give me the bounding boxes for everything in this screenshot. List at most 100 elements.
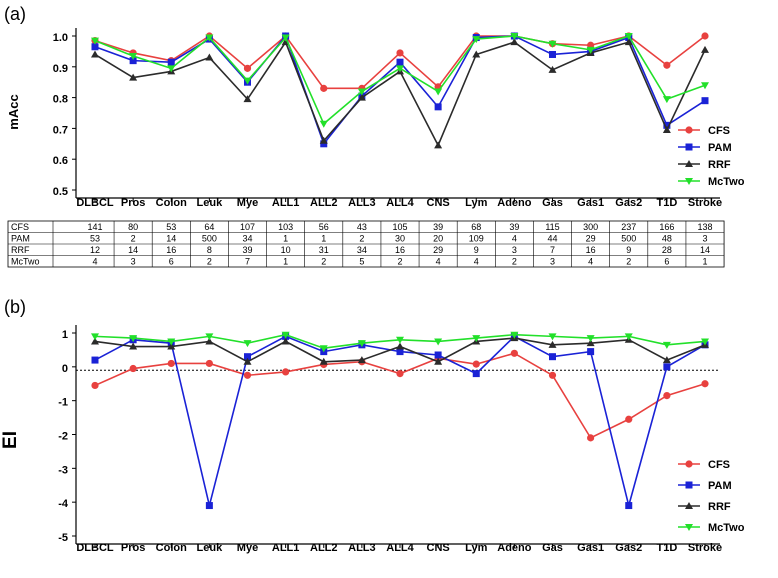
data-point-rrf — [662, 356, 671, 364]
data-point-rrf — [662, 125, 671, 133]
table-cell: 20 — [433, 234, 443, 244]
legend-label: CFS — [708, 125, 730, 137]
x-tick-label: Gas1 — [577, 542, 604, 554]
table-cell: 39 — [242, 245, 252, 255]
table-cell: 30 — [395, 234, 405, 244]
table-cell: 500 — [202, 234, 217, 244]
table-cell: 166 — [659, 222, 674, 232]
data-point-mctwo — [434, 88, 443, 96]
table-cell: 1 — [702, 257, 707, 267]
y-axis-title: EI — [0, 431, 21, 449]
x-tick-label: CNS — [427, 542, 450, 554]
table-cell: 14 — [700, 245, 710, 255]
data-point-pam — [434, 103, 442, 111]
y-tick-label: 0.5 — [53, 186, 68, 198]
table-cell: 80 — [128, 222, 138, 232]
x-tick-label: Lym — [465, 542, 487, 554]
legend-marker — [685, 481, 693, 489]
table-cell: 48 — [662, 234, 672, 244]
table-cell: 3 — [512, 245, 517, 255]
table-cell: 3 — [702, 234, 707, 244]
panel-a: (a) 0.5 0.6 0.7 0.8 0.9 1.0 mAcc DLBCL Pros Colon L… — [4, 4, 745, 268]
data-point-mctwo — [434, 338, 443, 346]
table-cell: 14 — [166, 234, 176, 244]
data-point-rrf — [129, 342, 138, 350]
table-row-label: PAM — [11, 234, 30, 244]
table-cell: 8 — [207, 245, 212, 255]
data-point-cfs — [243, 64, 252, 72]
table-cell: 4 — [588, 257, 593, 267]
legend-marker — [685, 160, 693, 167]
series-line-pam — [94, 335, 706, 509]
x-tick-label: DLBCL — [76, 197, 114, 209]
x-tick-label: Stroke — [688, 197, 722, 209]
data-point-rrf — [624, 38, 633, 46]
table-cell: 107 — [240, 222, 255, 232]
data-point-rrf — [129, 73, 138, 81]
data-point-pam — [129, 57, 137, 65]
data-point-mctwo — [91, 333, 99, 341]
data-point-cfs — [701, 32, 709, 40]
data-point-rrf — [548, 340, 557, 348]
data-point-cfs — [396, 370, 404, 378]
data-point-mctwo — [701, 82, 709, 90]
table-cell: 1 — [283, 257, 288, 267]
data-point-pam — [549, 50, 556, 58]
x-tick-label: ALL2 — [310, 197, 338, 209]
data-point-pam — [625, 502, 633, 510]
data-point-cfs — [396, 49, 404, 57]
x-tick-label: Stroke — [688, 542, 722, 554]
data-point-pam — [549, 353, 556, 361]
data-point-mctwo — [91, 37, 99, 45]
data-point-cfs — [472, 360, 480, 368]
table-cell: 4 — [474, 257, 479, 267]
x-tick-label: ALL1 — [272, 542, 300, 554]
table-cell: 29 — [586, 234, 596, 244]
data-point-mctwo — [662, 341, 671, 349]
table-cell: 7 — [245, 257, 250, 267]
table-cell: 6 — [664, 257, 669, 267]
x-tick-label: Colon — [156, 542, 187, 554]
data-point-cfs — [129, 364, 137, 373]
x-tick-label: ALL4 — [386, 542, 414, 554]
data-point-mctwo — [624, 33, 633, 40]
table-cell: 300 — [583, 222, 598, 232]
data-point-mctwo — [281, 34, 290, 42]
data-point-cfs — [91, 381, 99, 390]
x-tick-label: ALL1 — [272, 197, 300, 209]
table-cell: 6 — [169, 257, 174, 267]
table-cell: 34 — [242, 234, 252, 244]
table-cell: 16 — [395, 245, 405, 255]
legend: CFS PAM RRF McTwo — [678, 459, 745, 534]
data-point-pam — [587, 348, 595, 356]
data-point-rrf — [396, 342, 404, 350]
data-point-mctwo — [548, 333, 557, 341]
x-tick-label: Colon — [156, 197, 187, 209]
y-tick-label: -1 — [58, 397, 68, 409]
table-row-label: McTwo — [11, 257, 40, 267]
data-point-mctwo — [510, 33, 519, 40]
x-tick-label: Gas2 — [615, 542, 642, 554]
table-cell: 68 — [471, 222, 481, 232]
legend-label: PAM — [708, 142, 732, 154]
data-point-mctwo — [357, 88, 366, 96]
data-point-rrf — [472, 50, 481, 58]
legend-marker — [685, 126, 693, 134]
data-point-pam — [396, 348, 404, 356]
data-point-mctwo — [396, 336, 404, 344]
data-point-rrf — [586, 339, 595, 347]
x-tick-label: Gas2 — [615, 197, 642, 209]
x-tick-label: Leuk — [197, 197, 224, 209]
y-tick-label: 0 — [62, 363, 68, 375]
data-point-rrf — [701, 45, 709, 53]
table-cell: 141 — [87, 222, 102, 232]
data-point-cfs — [243, 371, 252, 379]
y-tick-label: 0.7 — [53, 124, 68, 136]
legend-marker — [685, 524, 693, 531]
data-point-mctwo — [319, 345, 328, 353]
table-cell: 9 — [626, 245, 631, 255]
data-point-pam — [91, 43, 99, 51]
data-point-mctwo — [510, 331, 519, 339]
data-point-cfs — [548, 371, 557, 379]
data-point-pam — [663, 363, 671, 371]
